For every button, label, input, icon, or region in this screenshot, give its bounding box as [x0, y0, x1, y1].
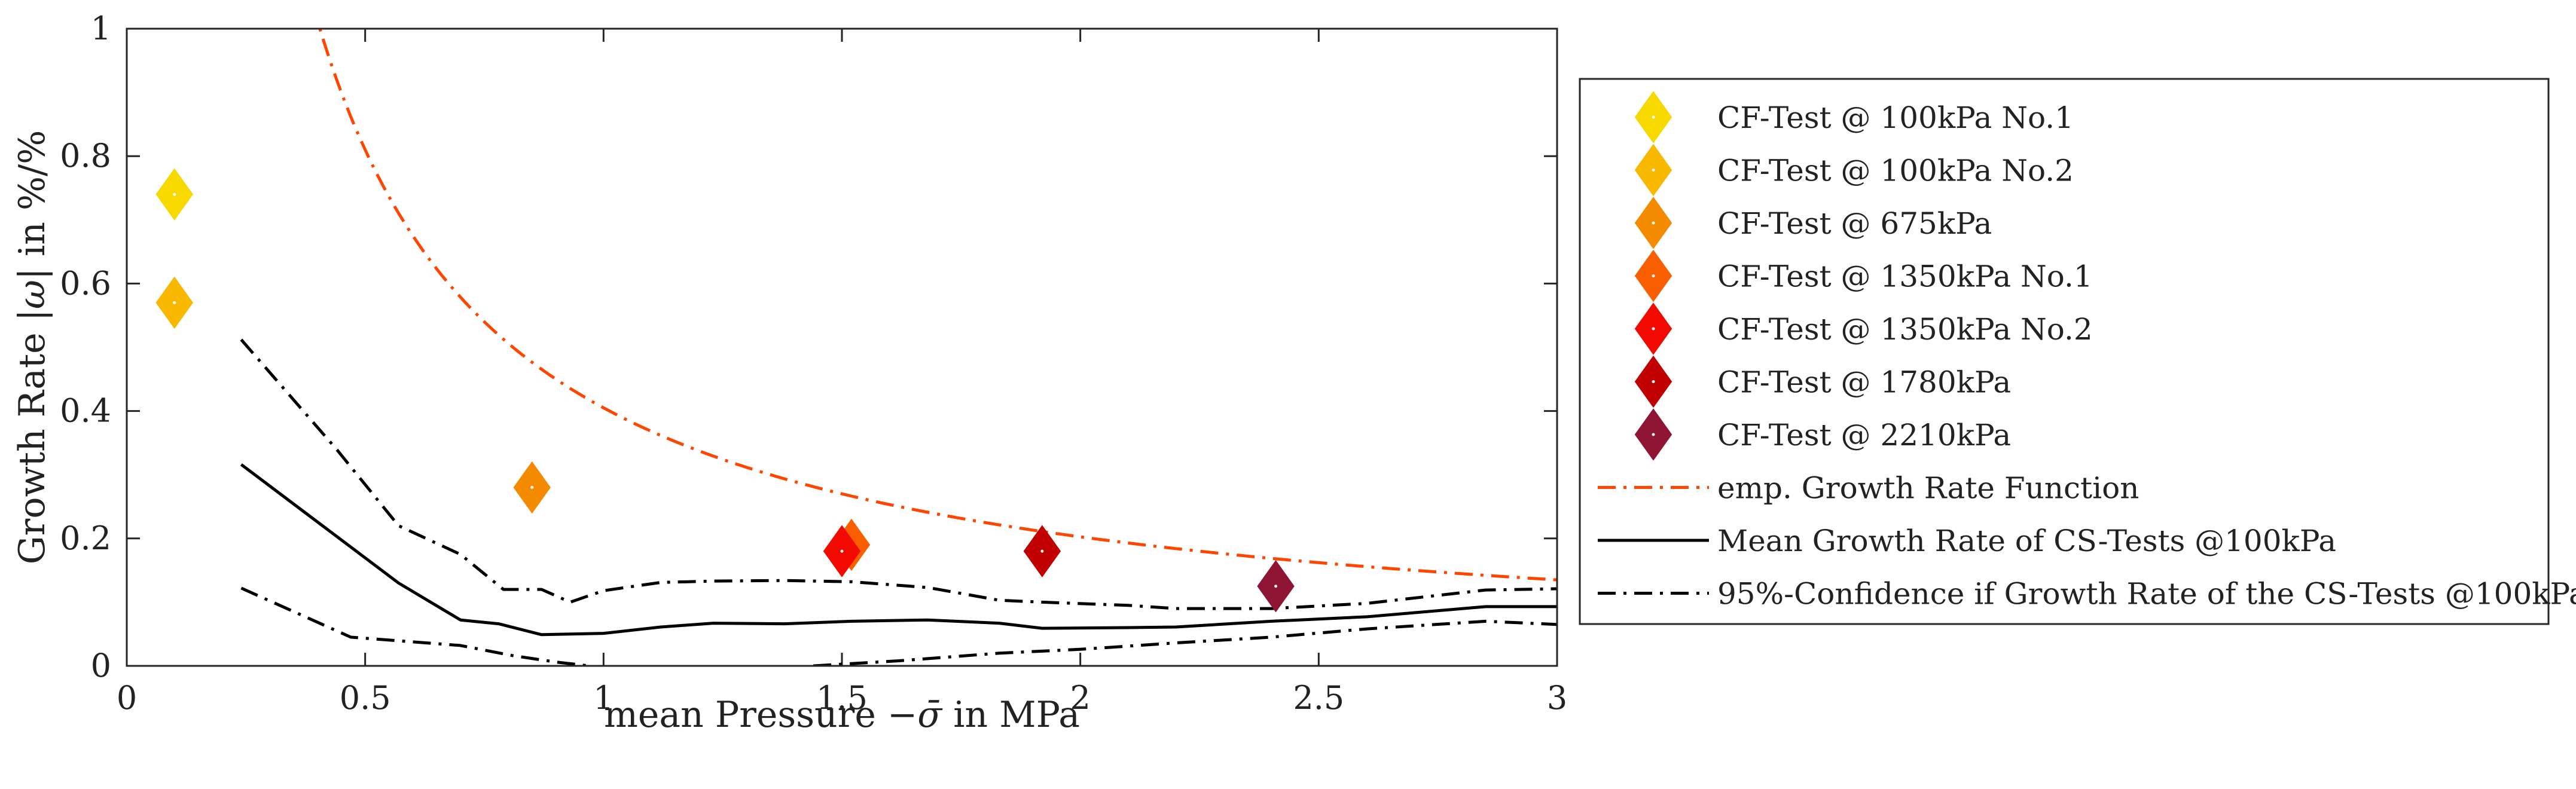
y-tick-label: 0.6 — [60, 264, 111, 302]
series-line — [240, 586, 590, 666]
series-line — [240, 463, 1557, 637]
x-tick-label: 2 — [1070, 679, 1090, 717]
legend-label: CF-Test @ 1350kPa No.1 — [1717, 259, 2093, 294]
series-markers — [155, 168, 1295, 613]
x-axis-label: mean Pressure −σ̄ in MPa — [604, 694, 1080, 736]
y-tick-label: 1 — [91, 10, 111, 47]
y-tick-label: 0.4 — [60, 392, 111, 430]
legend-label: CF-Test @ 100kPa No.2 — [1717, 154, 2074, 188]
legend-marker-center — [1652, 221, 1655, 225]
y-tick-label: 0.8 — [60, 137, 111, 175]
legend-label: Mean Growth Rate of CS-Tests @100kPa — [1717, 524, 2336, 558]
legend-marker-center — [1652, 327, 1655, 331]
data-point-center — [173, 301, 176, 304]
legend-entries: CF-Test @ 100kPa No.1 CF-Test @ 100kPa No… — [1598, 91, 2576, 611]
y-axis-label: Growth Rate |ω| in %/% — [11, 130, 53, 565]
legend-box — [1579, 78, 2550, 625]
data-point-center — [840, 549, 844, 553]
legend-label: CF-Test @ 100kPa No.1 — [1717, 100, 2074, 135]
tick-labels: 0 0.5 1 1.5 2 2.5 3 0 0.2 0.4 0.6 0.8 1 — [60, 10, 1567, 717]
legend-marker-center — [1652, 169, 1655, 172]
legend-label: CF-Test @ 2210kPa — [1717, 418, 2011, 452]
x-tick-label: 1.5 — [816, 679, 868, 717]
legend: CF-Test @ 100kPa No.1 CF-Test @ 100kPa No… — [1579, 78, 2576, 625]
legend-label: emp. Growth Rate Function — [1717, 471, 2139, 506]
y-tick-label: 0 — [91, 647, 111, 684]
legend-label: CF-Test @ 1350kPa No.2 — [1717, 312, 2093, 347]
plot-frame — [126, 27, 1558, 667]
legend-label: CF-Test @ 1780kPa — [1717, 365, 2011, 400]
empirical-function-line — [318, 29, 1557, 582]
x-tick-label: 0 — [117, 679, 137, 717]
y-tick-label: 0.2 — [60, 519, 111, 557]
legend-marker-center — [1652, 433, 1655, 436]
legend-label: CF-Test @ 675kPa — [1717, 206, 1992, 241]
legend-marker-center — [1652, 380, 1655, 383]
legend-marker-center — [1652, 115, 1655, 119]
x-tick-label: 3 — [1547, 679, 1567, 717]
series-lines — [240, 29, 1557, 666]
x-tick-label: 2.5 — [1293, 679, 1344, 717]
x-tick-label: 0.5 — [340, 679, 391, 717]
data-point-center — [1040, 549, 1044, 553]
data-point-center — [173, 192, 176, 196]
x-tick-label: 1 — [593, 679, 614, 717]
data-point-center — [1274, 585, 1278, 588]
data-point-center — [530, 486, 534, 490]
series-line — [813, 619, 1557, 666]
legend-label: 95%-Confidence if Growth Rate of the CS-… — [1717, 577, 2576, 611]
legend-marker-center — [1652, 274, 1655, 277]
series-line — [240, 338, 1557, 610]
